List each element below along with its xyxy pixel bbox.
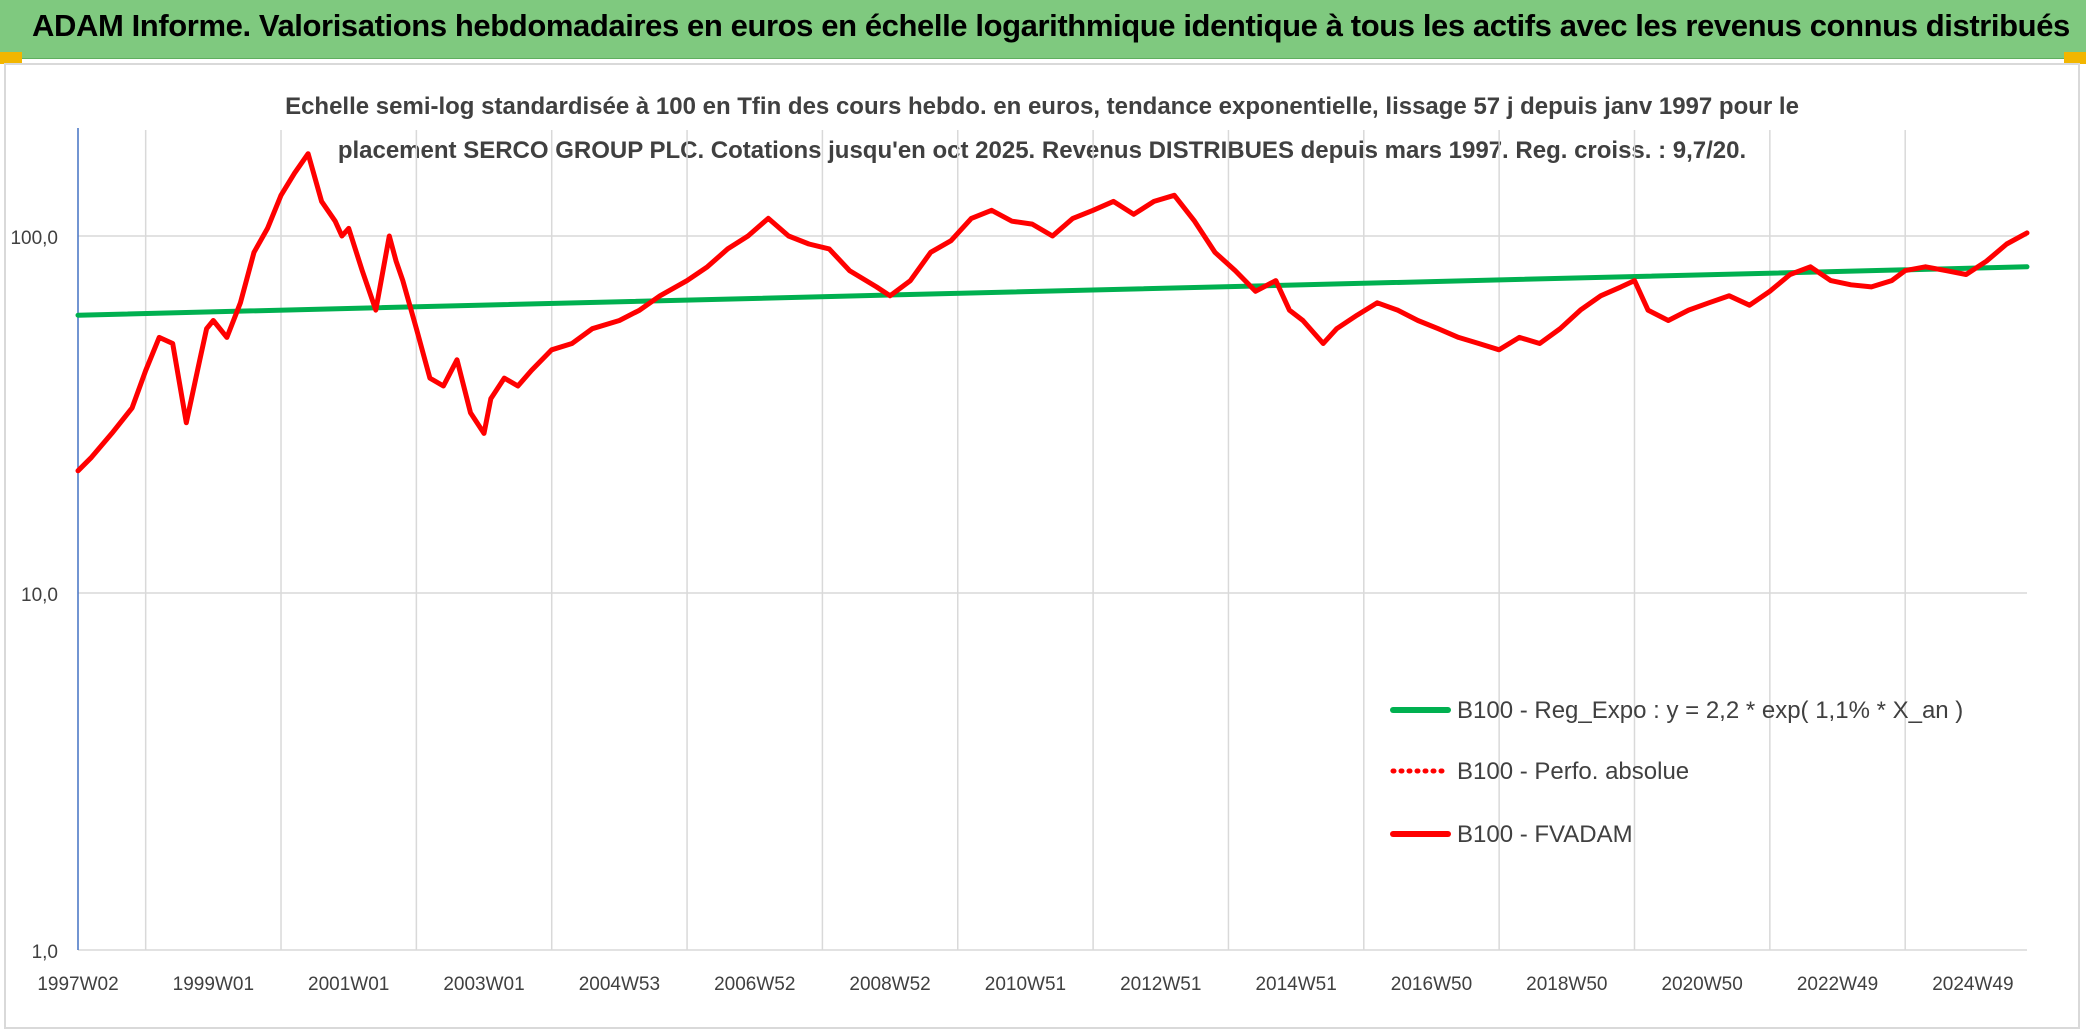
corner-accent-left bbox=[0, 52, 22, 64]
y-tick-label: 1,0 bbox=[32, 942, 58, 963]
chart-title-line-2: placement SERCO GROUP PLC. Cotations jus… bbox=[338, 137, 1746, 164]
x-tick-label: 2014W51 bbox=[1255, 974, 1336, 995]
series-line-1 bbox=[75, 264, 2030, 318]
x-tick-label: 2010W51 bbox=[985, 974, 1066, 995]
x-tick-label: 2004W53 bbox=[579, 974, 660, 995]
x-tick-label: 1999W01 bbox=[173, 974, 254, 995]
x-tick-label: 2018W50 bbox=[1526, 974, 1607, 995]
y-tick-label: 100,0 bbox=[10, 228, 58, 249]
legend: B100 - Reg_Expo : y = 2,2 * exp( 1,1% * … bbox=[1390, 697, 1963, 848]
header-bar: ADAM Informe. Valorisations hebdomadaire… bbox=[0, 0, 2086, 59]
x-tick-label: 2003W01 bbox=[443, 974, 524, 995]
axes: 1,0 10,0 100,0 1997W02 1999W01 2001W01 2003W01… bbox=[10, 128, 2014, 995]
corner-accent-right bbox=[2064, 52, 2086, 64]
x-tick-label: 1997W02 bbox=[37, 974, 118, 995]
legend-label-2: B100 - Perfo. absolue bbox=[1457, 758, 1689, 785]
page-title: ADAM Informe. Valorisations hebdomadaire… bbox=[32, 8, 2070, 43]
x-tick-label: 2016W50 bbox=[1391, 974, 1472, 995]
legend-label-1: B100 - Reg_Expo : y = 2,2 * exp( 1,1% * … bbox=[1457, 697, 1963, 724]
x-tick-label: 2001W01 bbox=[308, 974, 389, 995]
series-line-3 bbox=[75, 151, 2030, 474]
x-tick-label: 2012W51 bbox=[1120, 974, 1201, 995]
x-tick-label: 2022W49 bbox=[1797, 974, 1878, 995]
chart-title-line-1: Echelle semi-log standardisée à 100 en T… bbox=[285, 93, 1799, 120]
x-tick-label: 2024W49 bbox=[1932, 974, 2013, 995]
y-tick-label: 10,0 bbox=[21, 585, 58, 606]
legend-label-3: B100 - FVADAM bbox=[1457, 821, 1633, 848]
x-tick-label: 2020W50 bbox=[1661, 974, 1742, 995]
x-tick-label: 2006W52 bbox=[714, 974, 795, 995]
grid bbox=[78, 130, 2027, 951]
chart-frame bbox=[4, 63, 2080, 1029]
x-tick-label: 2008W52 bbox=[849, 974, 930, 995]
series-group bbox=[75, 151, 2030, 474]
